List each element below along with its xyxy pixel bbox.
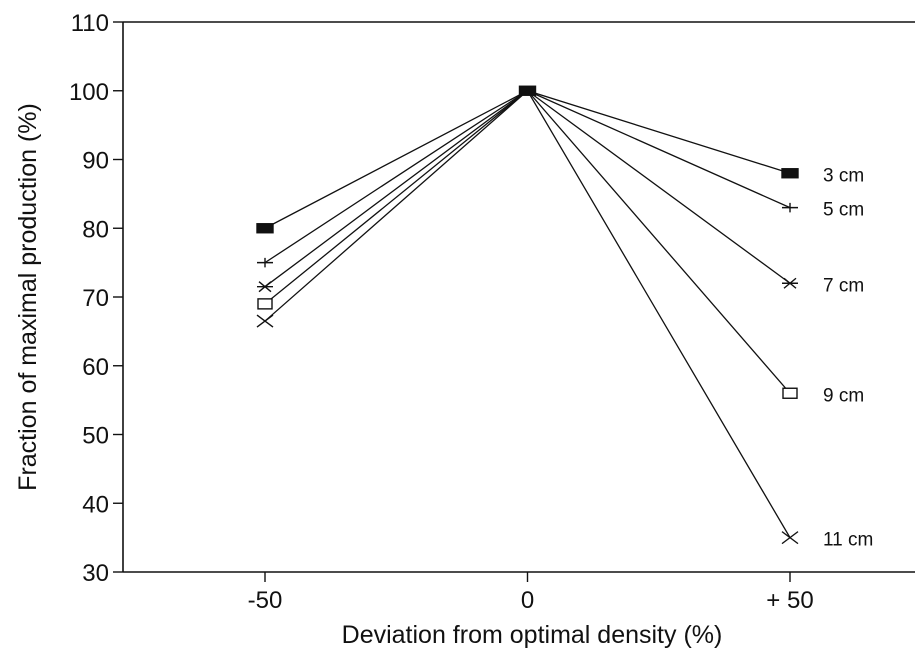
marker-open-square: [782, 387, 798, 399]
x-tick-label: + 50: [766, 587, 813, 614]
series-line: [264, 89, 791, 288]
series-line: [264, 90, 791, 264]
series-line: [264, 89, 791, 394]
series-label: 9 cm: [823, 385, 864, 406]
y-tick-label: 110: [71, 10, 109, 37]
series-label: 7 cm: [823, 275, 864, 296]
x-ticks: -50 0 + 50: [248, 572, 814, 614]
y-axis-title: Fraction of maximal production (%): [14, 103, 42, 491]
y-tick-label: 50: [82, 423, 109, 450]
y-tick-label: 60: [82, 354, 109, 381]
marker-plus: [257, 257, 273, 268]
marker-filled-rect: [256, 223, 274, 234]
series-label: 3 cm: [823, 165, 864, 186]
axes: [122, 21, 915, 573]
x-axis-title: Deviation from optimal density (%): [342, 621, 723, 649]
marker-x: [781, 531, 799, 545]
y-tick-label: 30: [82, 560, 109, 587]
series-3-cm: 3 cm: [256, 85, 864, 234]
series-label: 5 cm: [823, 200, 864, 221]
x-tick-label: 0: [521, 587, 534, 614]
marker-asterisk: [257, 281, 273, 293]
y-tick-label: 90: [82, 148, 109, 175]
marker-open-square: [257, 298, 273, 310]
y-ticks: 30 40 50 60 70 80 90 100 110: [69, 10, 123, 587]
marker-asterisk: [782, 277, 798, 289]
y-tick-label: 70: [82, 285, 109, 312]
marker-plus: [782, 202, 798, 213]
series-line: [264, 89, 791, 538]
series-label: 11 cm: [823, 530, 873, 551]
y-tick-label: 100: [69, 79, 109, 106]
marker-x: [256, 314, 274, 328]
series-11-cm: 11 cm: [256, 89, 873, 551]
series-7-cm: 7 cm: [257, 89, 864, 296]
series-layer: 3 cm 5 cm 7 cm 9 cm 11 cm: [256, 85, 873, 551]
marker-filled-rect: [781, 168, 799, 179]
series-5-cm: 5 cm: [257, 90, 864, 268]
x-tick-label: -50: [248, 587, 283, 614]
y-tick-label: 80: [82, 216, 109, 243]
series-9-cm: 9 cm: [257, 89, 864, 406]
series-line: [264, 90, 791, 229]
y-tick-label: 40: [82, 491, 109, 518]
